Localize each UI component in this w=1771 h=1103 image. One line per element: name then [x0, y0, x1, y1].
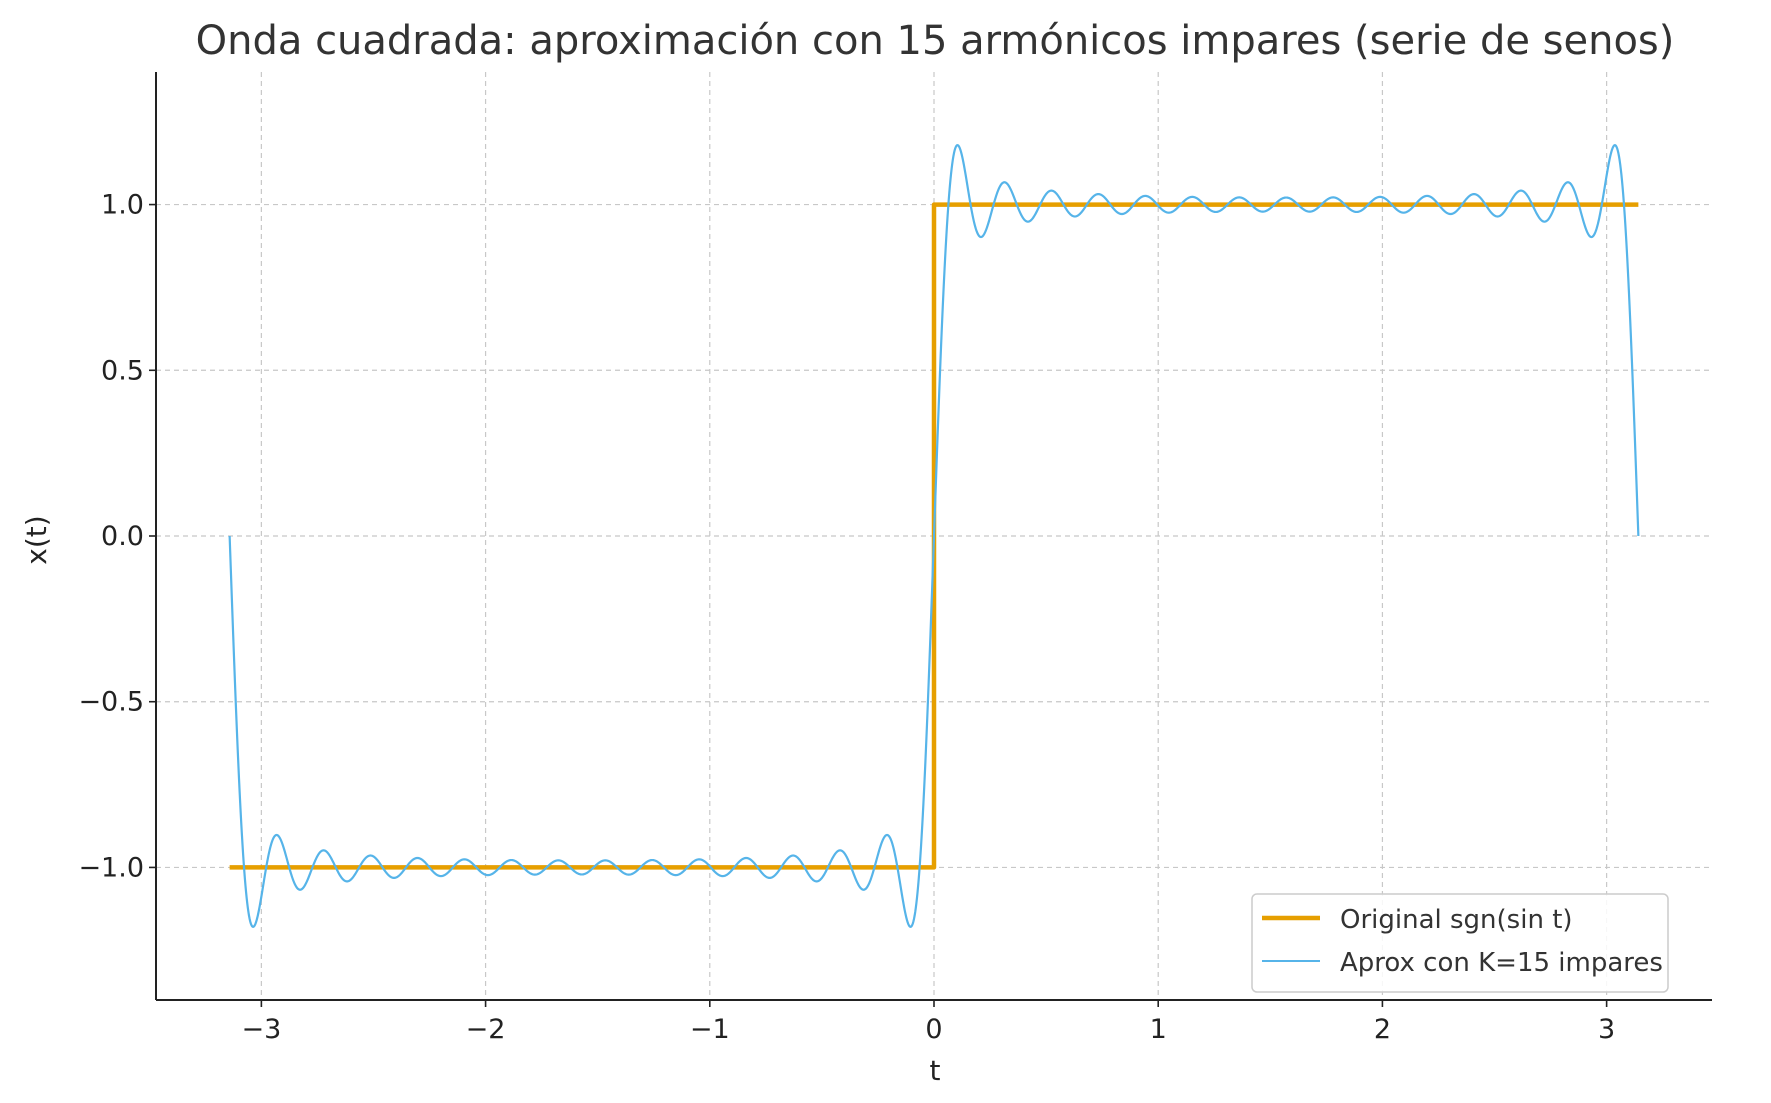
x-tick-label: 0: [925, 1014, 942, 1045]
legend: Original sgn(sin t) Aprox con K=15 impar…: [1251, 893, 1669, 993]
y-tick-label: 0.5: [101, 355, 144, 386]
y-tick-label: 0.0: [101, 521, 144, 552]
x-tick-label: 1: [1150, 1014, 1167, 1045]
x-tick-label: 2: [1374, 1014, 1391, 1045]
x-tick-label: −2: [466, 1014, 506, 1045]
y-axis-label: x(t): [20, 515, 53, 564]
legend-label-original: Original sgn(sin t): [1340, 905, 1573, 935]
y-tick-label: 1.0: [101, 190, 144, 221]
legend-label-approx: Aprox con K=15 impares: [1340, 948, 1663, 978]
series: [228, 144, 1640, 928]
tick-labels: −3 −2 −1 0 1 2 3 −1.0 −0.5 0.0 0.5 1.0: [78, 190, 1615, 1045]
x-tick-label: 3: [1598, 1014, 1615, 1045]
x-axis-label: t: [930, 1054, 941, 1087]
y-tick-label: −0.5: [78, 687, 144, 718]
y-tick-label: −1.0: [78, 852, 144, 883]
x-tick-label: −1: [690, 1014, 730, 1045]
series-line-approx: [228, 144, 1640, 928]
axes: [149, 72, 1712, 1007]
x-tick-label: −3: [241, 1014, 281, 1045]
chart-title: Onda cuadrada: aproximación con 15 armón…: [196, 18, 1675, 64]
legend-frame: [1251, 893, 1669, 993]
